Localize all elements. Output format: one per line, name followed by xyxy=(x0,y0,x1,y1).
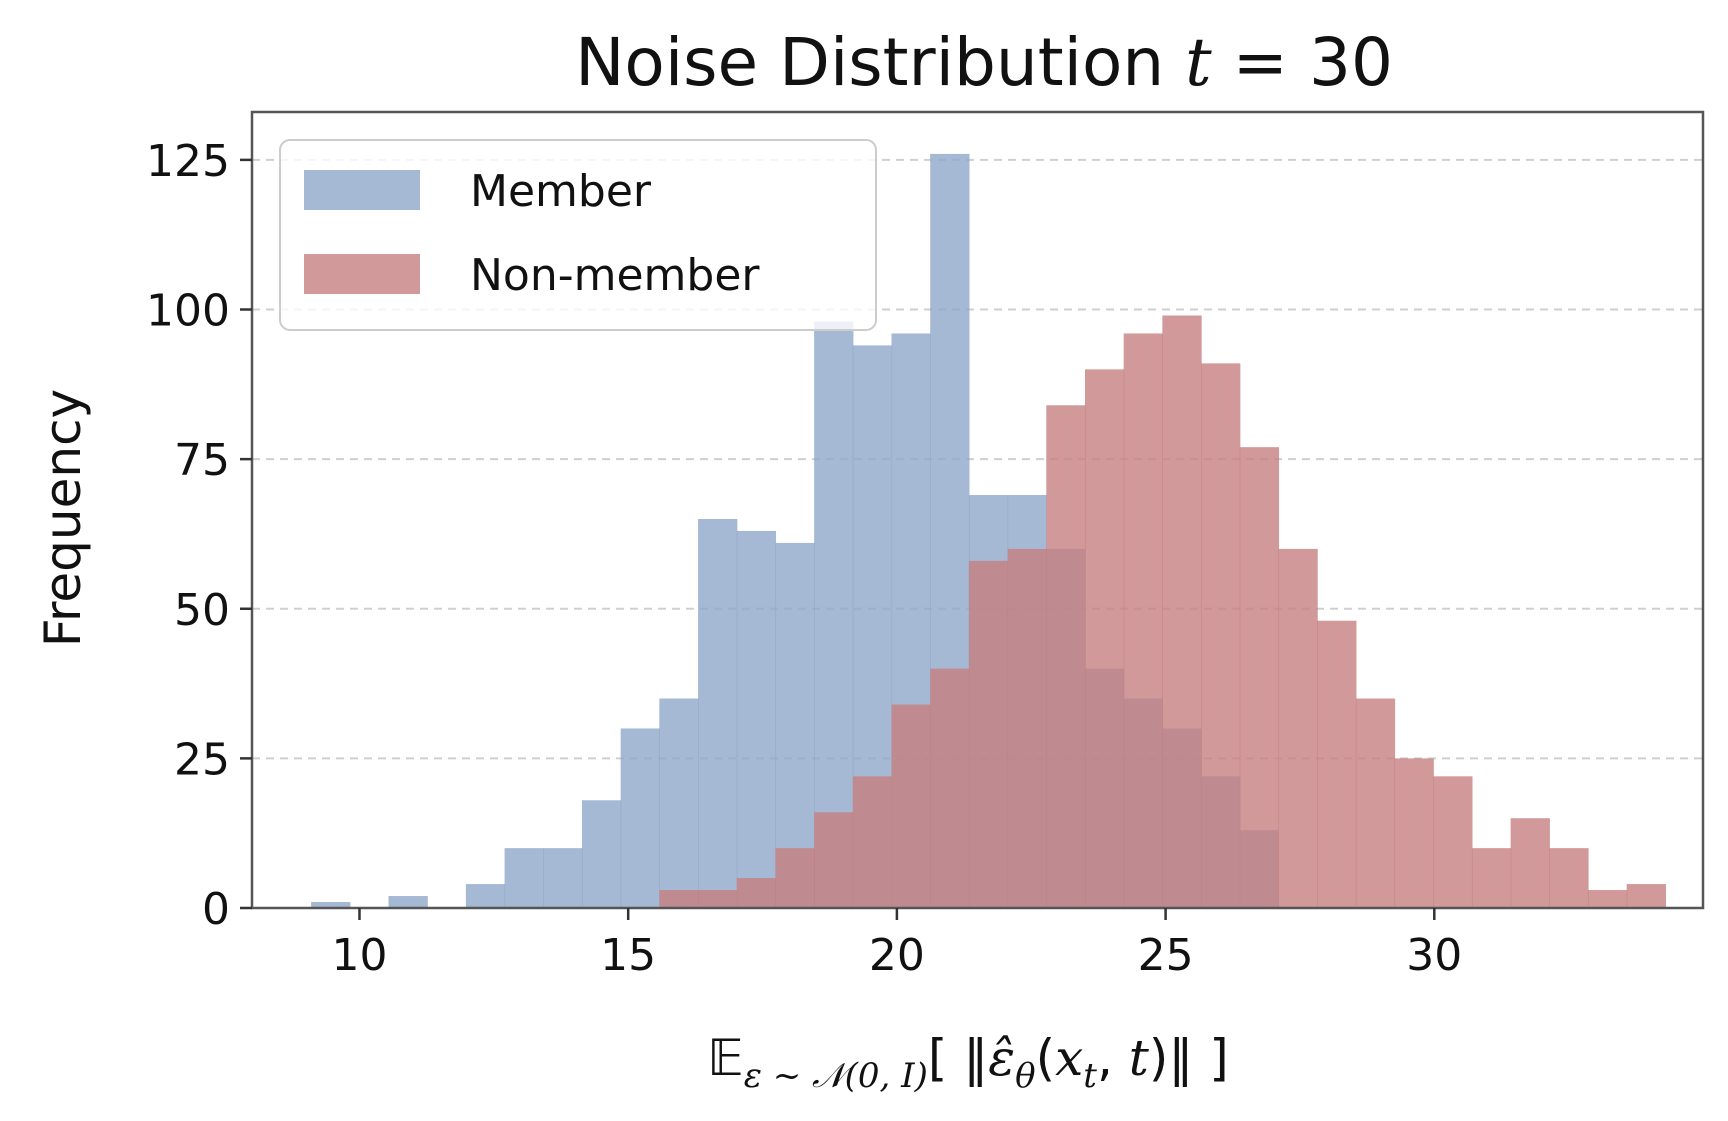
non-member-bar xyxy=(1355,698,1396,908)
non-member-bar xyxy=(736,878,777,908)
legend-swatch-non-member xyxy=(304,254,420,294)
non-member-bar xyxy=(930,668,970,908)
non-member-bar xyxy=(698,890,738,908)
y-tick-label: 100 xyxy=(146,286,230,337)
x-tick-label: 20 xyxy=(869,930,925,981)
y-axis-ticks: 0 25 50 75 100 125 xyxy=(146,136,252,935)
non-member-bar xyxy=(1278,548,1318,908)
member-bar xyxy=(659,698,699,908)
member-bar xyxy=(581,800,622,908)
member-bar xyxy=(620,728,660,908)
non-member-bar xyxy=(1433,776,1473,908)
legend-label-non-member: Non-member xyxy=(470,250,760,301)
non-member-bar xyxy=(1510,818,1550,908)
non-member-bars xyxy=(659,315,1666,908)
chart-title-value: = 30 xyxy=(1212,24,1393,101)
non-member-bar xyxy=(891,704,931,908)
member-bar xyxy=(311,902,351,908)
non-member-bar xyxy=(1471,848,1512,908)
non-member-bar xyxy=(1007,548,1047,908)
legend: Member Non-member xyxy=(279,139,877,331)
member-bar xyxy=(814,321,854,908)
non-member-bar xyxy=(1549,848,1589,908)
non-member-bar xyxy=(1123,333,1163,908)
y-tick-label: 75 xyxy=(174,435,230,486)
member-bar xyxy=(543,848,583,908)
non-member-bar xyxy=(1084,369,1125,908)
member-bar xyxy=(698,518,738,908)
y-tick-label: 125 xyxy=(146,136,230,187)
legend-swatch-member xyxy=(304,170,420,210)
member-bar xyxy=(388,896,428,908)
member-bar xyxy=(775,542,815,908)
non-member-bar xyxy=(659,890,699,908)
x-tick-label: 15 xyxy=(600,930,656,981)
legend-label-member: Member xyxy=(470,166,652,217)
non-member-bar xyxy=(1626,884,1666,908)
y-tick-label: 25 xyxy=(174,734,230,785)
non-member-bar xyxy=(968,560,1009,908)
non-member-bar xyxy=(1317,620,1357,908)
chart-title-text: Noise Distribution xyxy=(575,24,1185,101)
y-axis-title: Frequency xyxy=(34,389,92,647)
y-tick-label: 0 xyxy=(202,884,230,935)
legend-box xyxy=(279,139,877,331)
non-member-bar xyxy=(775,848,815,908)
x-tick-label: 10 xyxy=(331,930,387,981)
x-tick-label: 25 xyxy=(1138,930,1194,981)
non-member-bar xyxy=(1587,890,1628,908)
non-member-bar xyxy=(1046,405,1086,908)
chart-title-variable: t xyxy=(1185,24,1212,101)
non-member-bar xyxy=(1239,447,1280,908)
non-member-bar xyxy=(1201,363,1241,908)
non-member-bar xyxy=(1162,315,1202,908)
non-member-bar xyxy=(852,776,893,908)
chart-title: Noise Distribution t = 30 xyxy=(575,24,1393,101)
y-tick-label: 50 xyxy=(174,585,230,636)
non-member-bar xyxy=(1394,758,1434,908)
x-tick-label: 30 xyxy=(1406,930,1462,981)
x-axis-title: 𝔼ε ~ 𝒩(0, I)[ ‖ε̂θ(xt, t)‖ ] xyxy=(707,1029,1229,1096)
member-bar xyxy=(736,530,777,908)
x-axis-ticks: 10 15 20 25 30 xyxy=(331,908,1462,981)
member-bar xyxy=(465,884,506,908)
plot-frame xyxy=(250,110,1705,910)
non-member-bar xyxy=(814,812,854,908)
member-bar xyxy=(504,848,544,908)
